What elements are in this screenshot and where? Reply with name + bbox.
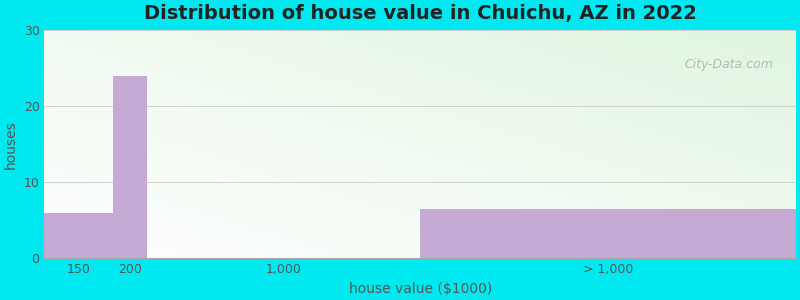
X-axis label: house value ($1000): house value ($1000)	[349, 282, 492, 296]
Title: Distribution of house value in Chuichu, AZ in 2022: Distribution of house value in Chuichu, …	[144, 4, 697, 23]
Bar	[420, 209, 796, 258]
Bar	[113, 76, 147, 258]
Text: City-Data.com: City-Data.com	[685, 58, 774, 71]
Y-axis label: houses: houses	[4, 120, 18, 169]
Bar	[45, 213, 113, 258]
